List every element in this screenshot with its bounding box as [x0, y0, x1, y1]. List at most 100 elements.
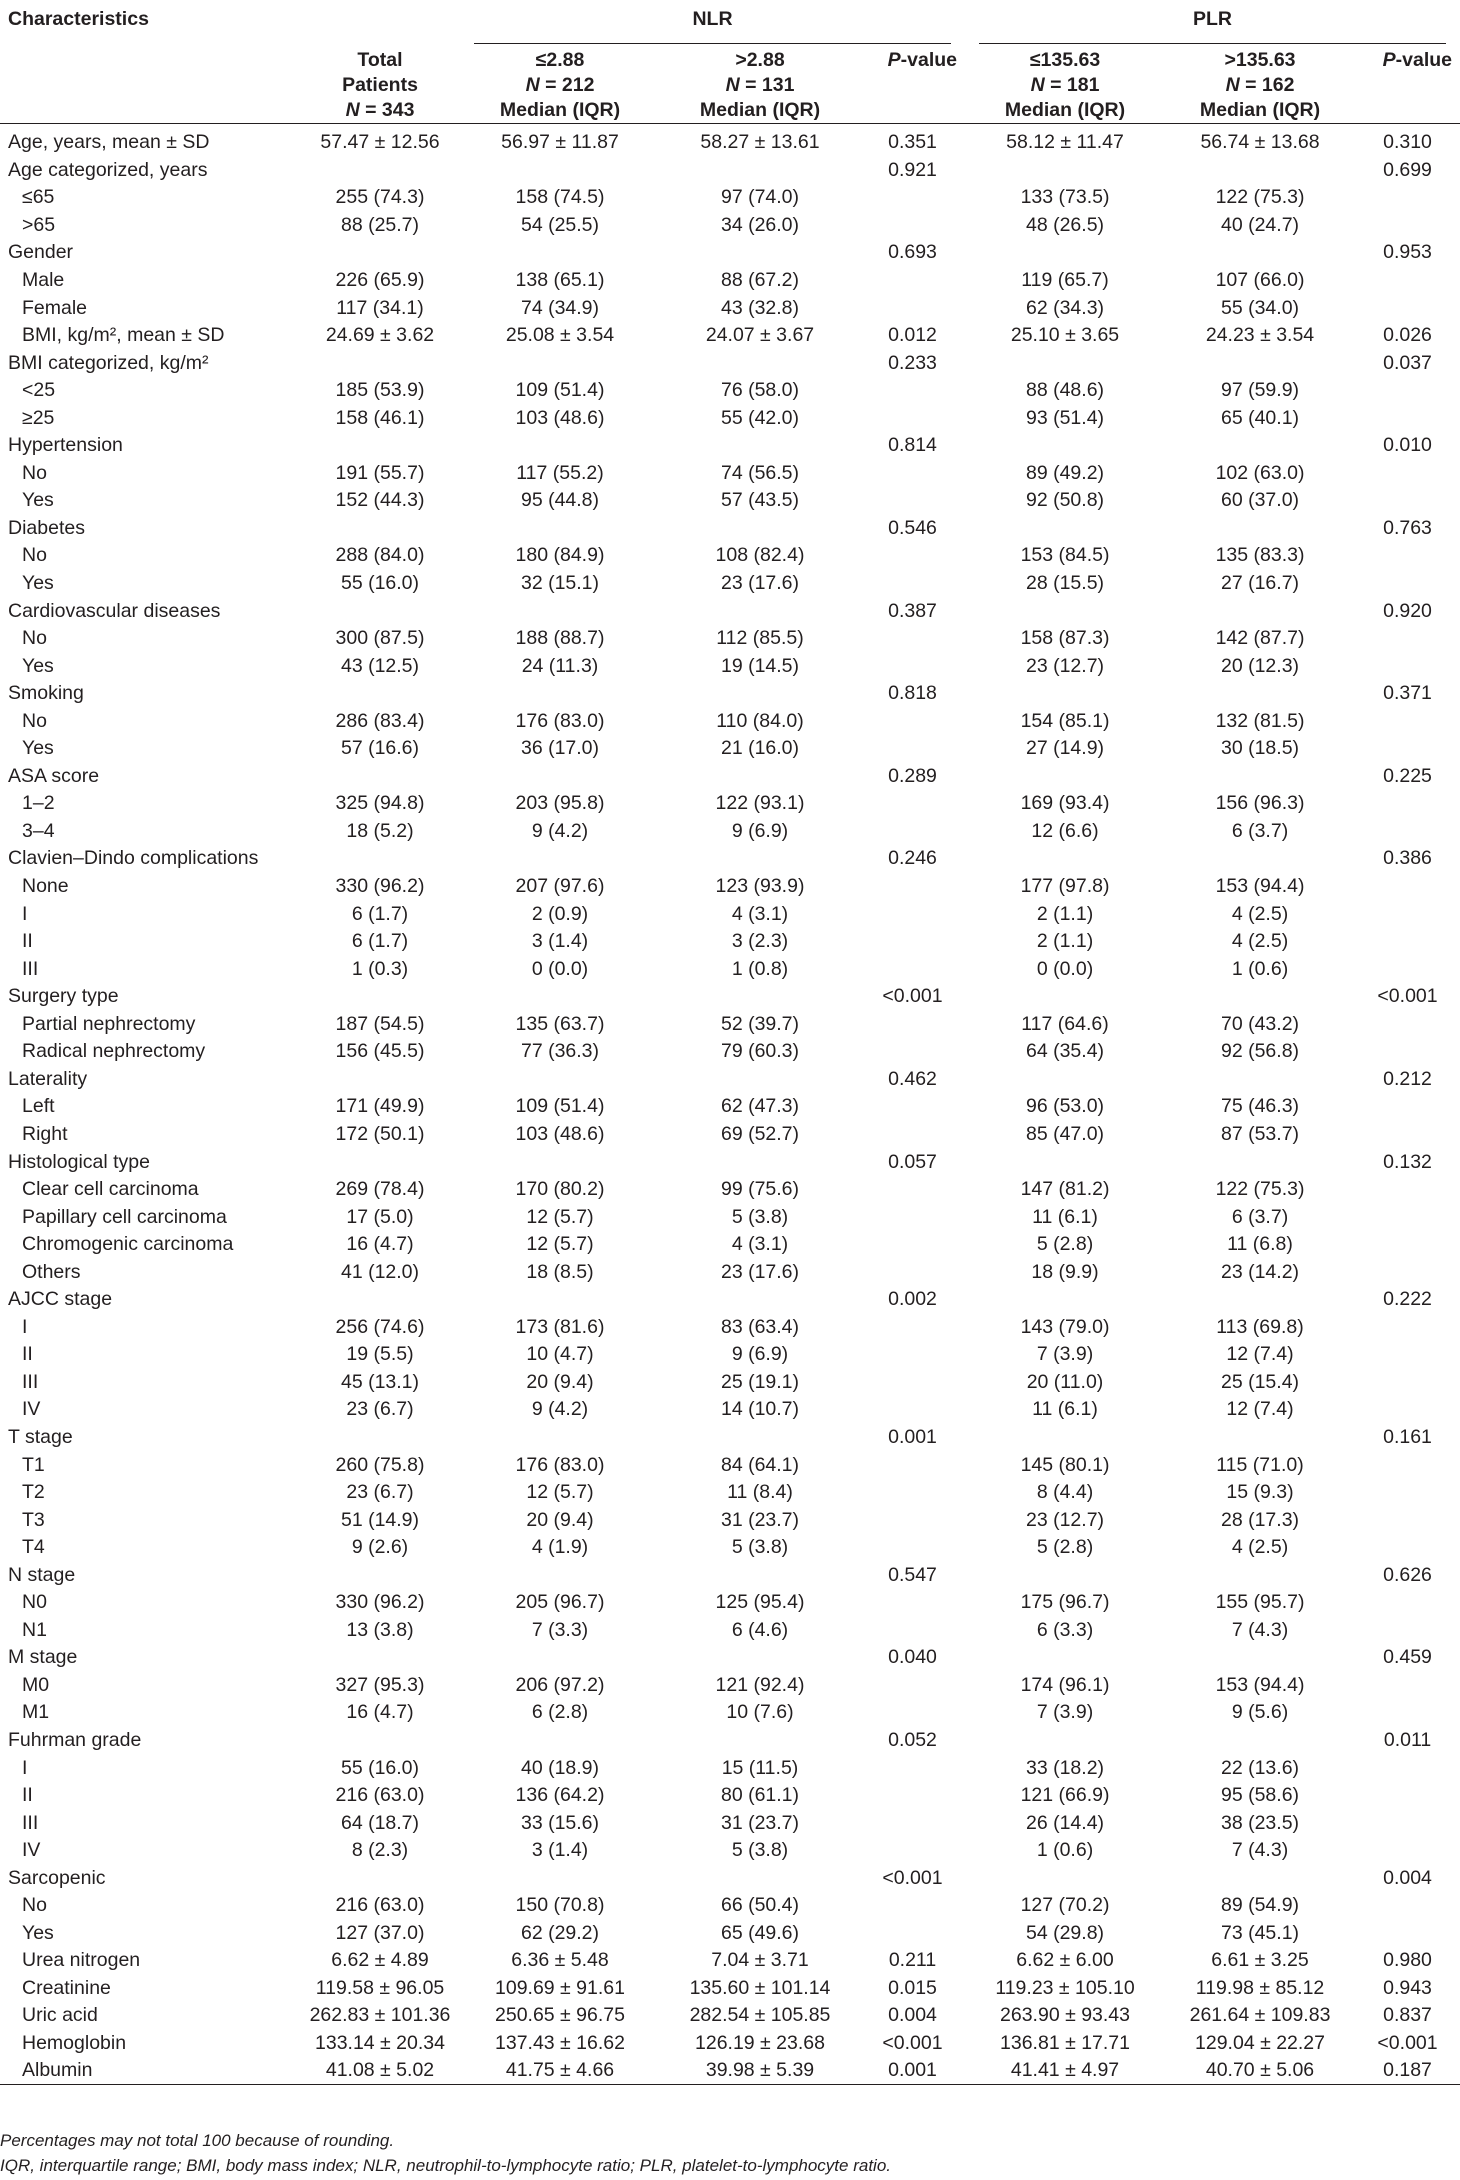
- row-label: T stage: [8, 1425, 73, 1448]
- cell-plr-high: [1165, 1727, 1355, 1755]
- cell-plr-low: 85 (47.0): [1025, 1122, 1105, 1145]
- cell-total: 6.62 ± 4.89: [331, 1949, 429, 1972]
- table-row: ≥25 158 (46.1) 103 (48.6) 55 (42.0) 93 (51.4…: [0, 404, 1460, 432]
- table-row: No 191 (55.7) 117 (55.2) 74 (56.5) 89 (49.2)…: [0, 460, 1460, 488]
- cell-plr-p: 0.212: [1383, 1067, 1432, 1090]
- header-plr-group-label: PLR: [1193, 8, 1233, 30]
- cell-total: 269 (78.4): [335, 1178, 425, 1201]
- cell-total: 117 (34.1): [336, 296, 424, 319]
- cell-nlr-low: [460, 845, 660, 873]
- cell-plr-high: 129.04 ± 22.27: [1195, 2032, 1325, 2054]
- cell-nlr-p: [860, 294, 965, 322]
- cell-plr-p: [1355, 1121, 1460, 1149]
- cell-nlr-high: [660, 1066, 860, 1094]
- cell-nlr-low: 7 (3.3): [531, 1618, 589, 1641]
- cell-nlr-high: 11 (8.4): [727, 1481, 793, 1504]
- cell-nlr-high: 110 (84.0): [716, 709, 804, 732]
- cell-nlr-high: 66 (50.4): [720, 1894, 800, 1917]
- table-row: Right 172 (50.1) 103 (48.6) 69 (52.7) 85 (47…: [0, 1121, 1460, 1149]
- cell-plr-high: 12 (7.4): [1226, 1343, 1294, 1366]
- row-label: Female: [22, 296, 88, 319]
- cell-nlr-low: 20 (9.4): [526, 1508, 594, 1531]
- cell-plr-low: 0 (0.0): [1036, 957, 1094, 980]
- cell-plr-low: 62 (34.3): [1025, 296, 1105, 319]
- cell-nlr-p: [860, 1011, 965, 1039]
- cell-nlr-high: 112 (85.5): [716, 627, 804, 650]
- cell-plr-p: 0.386: [1383, 847, 1432, 870]
- cell-plr-low: [965, 1727, 1165, 1755]
- table-row: Male 226 (65.9) 138 (65.1) 88 (67.2) 119 (65…: [0, 267, 1460, 295]
- cell-plr-low: 64 (35.4): [1025, 1040, 1105, 1063]
- cell-nlr-low: 136 (64.2): [515, 1784, 605, 1807]
- cell-nlr-p: 0.289: [888, 764, 937, 787]
- cell-nlr-high: [660, 597, 860, 625]
- cell-nlr-p: [860, 1341, 965, 1369]
- cell-plr-p: [1355, 1011, 1460, 1039]
- cell-nlr-low: 54 (25.5): [520, 213, 600, 236]
- table-row: Albumin 41.08 ± 5.02 41.75 ± 4.66 39.98 ± 5…: [0, 2057, 1460, 2085]
- cell-nlr-high: 4 (3.1): [731, 902, 789, 925]
- table-row: Partial nephrectomy 187 (54.5) 135 (63.7) 5…: [0, 1011, 1460, 1039]
- cell-nlr-p: [860, 1920, 965, 1948]
- cell-plr-high: [1165, 1864, 1355, 1892]
- cell-plr-p: [1355, 1782, 1460, 1810]
- cell-plr-p: 0.132: [1383, 1150, 1432, 1173]
- cell-total: 171 (49.9): [335, 1095, 425, 1118]
- cell-nlr-high: 31 (23.7): [720, 1811, 800, 1834]
- cell-plr-p: 0.222: [1383, 1288, 1432, 1311]
- cell-plr-p: [1355, 1203, 1460, 1231]
- cell-nlr-low: 77 (36.3): [520, 1040, 600, 1063]
- header-empty: [0, 48, 300, 124]
- table-row: III 1 (0.3) 0 (0.0) 1 (0.8) 0 (0.0) 1 (0.6): [0, 955, 1460, 983]
- header-nlr-low-line1: ≤2.88: [535, 49, 585, 71]
- cell-total: 152 (44.3): [335, 489, 425, 512]
- row-label: ≥25: [22, 406, 55, 429]
- row-label: Clear cell carcinoma: [22, 1178, 199, 1201]
- cell-nlr-high: 108 (82.4): [715, 544, 805, 567]
- table-row: Smoking 0.818 0.371: [0, 680, 1460, 708]
- cell-plr-high: 132 (81.5): [1215, 709, 1305, 732]
- row-label: III: [22, 1811, 39, 1834]
- cell-plr-high: [1165, 845, 1355, 873]
- cell-nlr-p: [860, 1121, 965, 1149]
- cell-nlr-low: [460, 597, 660, 625]
- table-row: Fuhrman grade 0.052 0.011: [0, 1727, 1460, 1755]
- cell-nlr-low: 109 (51.4): [515, 379, 605, 402]
- cell-total: 6 (1.7): [351, 902, 409, 925]
- cell-plr-high: 27 (16.7): [1220, 572, 1300, 595]
- cell-nlr-low: 203 (95.8): [515, 792, 605, 815]
- table-row: 3–4 18 (5.2) 9 (4.2) 9 (6.9) 12 (6.6) 6 (3.7): [0, 818, 1460, 846]
- cell-nlr-high: 4 (3.1): [731, 1233, 789, 1256]
- cell-plr-high: [1165, 1561, 1355, 1589]
- header-blank: [300, 8, 460, 48]
- row-label: II: [22, 930, 33, 953]
- row-label: T1: [22, 1453, 45, 1476]
- table-row: Yes 43 (12.5) 24 (11.3) 19 (14.5) 23 (12.7) 2…: [0, 652, 1460, 680]
- header-plr-low: ≤135.63 N = 181 Median (IQR): [965, 48, 1165, 124]
- cell-nlr-p: 0.351: [888, 131, 937, 154]
- cell-nlr-low: 6 (2.8): [531, 1701, 589, 1724]
- table-row: Histological type 0.057 0.132: [0, 1148, 1460, 1176]
- table-row: IV 23 (6.7) 9 (4.2) 14 (10.7) 11 (6.1) 12 (7.…: [0, 1396, 1460, 1424]
- cell-nlr-low: [460, 1424, 660, 1452]
- table-row: Sarcopenic <0.001 0.004: [0, 1864, 1460, 1892]
- table-row: Surgery type <0.001 <0.001: [0, 983, 1460, 1011]
- cell-nlr-p: [860, 1093, 965, 1121]
- cell-plr-low: 7 (3.9): [1036, 1343, 1094, 1366]
- cell-nlr-low: 173 (81.6): [515, 1315, 605, 1338]
- cell-total: [300, 1727, 460, 1755]
- cell-nlr-high: [660, 845, 860, 873]
- cell-plr-p: 0.626: [1383, 1563, 1432, 1586]
- row-label: N0: [22, 1591, 47, 1614]
- cell-plr-high: 135 (83.3): [1215, 544, 1305, 567]
- row-label: II: [22, 1784, 33, 1807]
- table-row: III 45 (13.1) 20 (9.4) 25 (19.1) 20 (11.0) 25…: [0, 1369, 1460, 1397]
- table-row: BMI, kg/m², mean ± SD 24.69 ± 3.62 25.08 ±…: [0, 322, 1460, 350]
- row-label: Cardiovascular diseases: [8, 599, 221, 622]
- cell-total: 88 (25.7): [340, 213, 420, 236]
- cell-plr-p: [1355, 1534, 1460, 1562]
- cell-plr-p: [1355, 1837, 1460, 1865]
- cell-nlr-high: 121 (92.4): [715, 1673, 805, 1696]
- cell-plr-p: [1355, 928, 1460, 956]
- cell-plr-p: [1355, 1369, 1460, 1397]
